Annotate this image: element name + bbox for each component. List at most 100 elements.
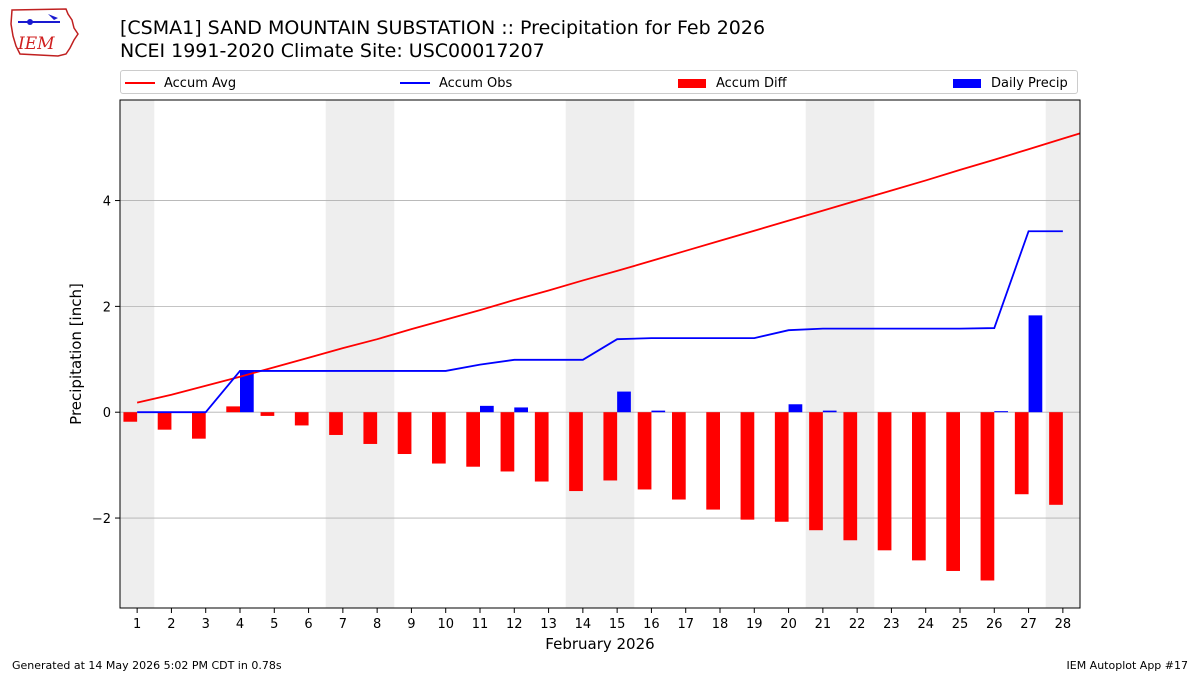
bar-accum-diff-day-12 <box>500 412 515 472</box>
x-tick-label: 19 <box>746 617 763 632</box>
bar-daily-precip-day-26 <box>994 411 1008 413</box>
iem-logo: IEM <box>10 8 79 57</box>
bar-accum-diff-day-6 <box>294 412 309 426</box>
x-tick-label: 26 <box>986 617 1003 632</box>
x-tick-label: 8 <box>373 617 381 632</box>
x-tick-label: 6 <box>304 617 312 632</box>
bar-daily-precip-day-16 <box>651 410 666 413</box>
bar-daily-precip-day-15 <box>617 391 631 413</box>
y-tick-label: −2 <box>92 512 111 527</box>
bar-accum-diff-day-11 <box>466 412 480 467</box>
x-tick-label: 23 <box>883 617 900 632</box>
x-tick-label: 1 <box>133 617 141 632</box>
bar-accum-diff-day-16 <box>637 412 652 490</box>
bar-accum-diff-day-7 <box>329 412 343 435</box>
axes <box>115 99 1081 613</box>
legend-item-accum-obs: Accum Obs <box>400 74 512 92</box>
x-tick-label: 3 <box>202 617 210 632</box>
x-axis-label: February 2026 <box>545 635 654 653</box>
x-tick-label: 2 <box>167 617 175 632</box>
x-tick-label: 24 <box>917 617 934 632</box>
y-tick-label: 2 <box>103 300 111 315</box>
series-lines <box>136 132 1081 414</box>
x-tick-label: 4 <box>236 617 244 632</box>
bar-accum-diff-day-28 <box>1049 412 1063 505</box>
x-tick-label: 7 <box>339 617 347 632</box>
bar-daily-precip-day-27 <box>1028 315 1043 413</box>
legend-item-accum-avg: Accum Avg <box>125 74 236 92</box>
x-tick-label: 20 <box>780 617 797 632</box>
legend: Accum Avg Accum Obs Accum Diff Daily Pre… <box>120 70 1078 94</box>
y-tick-label: 4 <box>103 195 111 210</box>
chart-title: [CSMA1] SAND MOUNTAIN SUBSTATION :: Prec… <box>120 17 766 39</box>
x-tick-label: 9 <box>407 617 415 632</box>
svg-text:IEM: IEM <box>17 34 55 54</box>
legend-swatch-accum-diff <box>678 78 706 88</box>
footer-app: IEM Autoplot App #17 <box>1066 659 1189 672</box>
bar-daily-precip-day-11 <box>480 405 494 413</box>
bar-daily-precip-day-21 <box>822 410 837 413</box>
x-tick-label: 27 <box>1020 617 1037 632</box>
x-tick-label: 18 <box>712 617 729 632</box>
bar-accum-diff-day-13 <box>534 412 549 482</box>
legend-label-accum-avg: Accum Avg <box>164 75 237 91</box>
legend-label-daily-precip: Daily Precip <box>991 75 1068 91</box>
weekend-shade-3 <box>805 100 875 608</box>
bar-accum-diff-day-21 <box>809 412 823 531</box>
x-tick-label: 12 <box>506 617 523 632</box>
chart-subtitle: NCEI 1991-2020 Climate Site: USC00017207 <box>120 40 545 62</box>
weekend-shade-0 <box>120 100 155 608</box>
y-axis-label: Precipitation [inch] <box>67 283 85 425</box>
x-tick-label: 16 <box>643 617 660 632</box>
bars <box>123 315 1063 581</box>
y-tick-label: 0 <box>103 406 111 421</box>
bar-accum-diff-day-20 <box>774 412 789 522</box>
bar-accum-diff-day-14 <box>569 412 583 492</box>
bar-accum-diff-day-8 <box>363 412 378 444</box>
bar-accum-diff-day-22 <box>843 412 858 541</box>
bar-accum-diff-day-24 <box>912 412 926 561</box>
bar-daily-precip-day-12 <box>514 407 528 413</box>
bar-accum-diff-day-27 <box>1014 412 1029 495</box>
x-tick-label: 10 <box>437 617 454 632</box>
weekend-shading <box>120 100 1080 608</box>
bar-accum-diff-day-9 <box>397 412 412 455</box>
x-tick-label: 25 <box>952 617 969 632</box>
bar-accum-diff-day-10 <box>432 412 446 464</box>
bar-accum-diff-day-25 <box>946 412 960 571</box>
legend-item-accum-diff: Accum Diff <box>678 74 787 92</box>
legend-item-daily-precip: Daily Precip <box>953 74 1068 92</box>
bar-accum-diff-day-4 <box>226 406 240 413</box>
bar-daily-precip-day-20 <box>788 404 803 413</box>
x-tick-label: 13 <box>540 617 557 632</box>
x-tick-label: 11 <box>472 617 489 632</box>
bar-accum-diff-day-18 <box>706 412 720 510</box>
bar-accum-diff-day-23 <box>877 412 892 551</box>
x-tick-label: 14 <box>575 617 592 632</box>
footer-generated: Generated at 14 May 2026 5:02 PM CDT in … <box>12 659 282 672</box>
line-accum-obs <box>137 230 1063 414</box>
bar-accum-diff-day-17 <box>672 412 686 500</box>
weekend-shade-1 <box>325 100 395 608</box>
legend-swatch-accum-avg <box>125 82 155 84</box>
bar-accum-diff-day-5 <box>260 412 275 416</box>
bar-accum-diff-day-3 <box>192 412 206 439</box>
x-tick-label: 28 <box>1055 617 1072 632</box>
legend-swatch-daily-precip <box>953 78 981 88</box>
bar-accum-diff-day-15 <box>603 412 618 481</box>
x-tick-label: 22 <box>849 617 866 632</box>
x-tick-label: 15 <box>609 617 626 632</box>
plot-frame <box>119 99 1081 609</box>
bar-accum-diff-day-26 <box>980 412 995 581</box>
x-tick-label: 17 <box>677 617 694 632</box>
legend-swatch-accum-obs <box>400 82 430 84</box>
x-tick-label: 21 <box>815 617 832 632</box>
x-tick-label: 5 <box>270 617 278 632</box>
bar-accum-diff-day-2 <box>157 412 172 430</box>
weekend-shade-2 <box>565 100 635 608</box>
line-accum-avg <box>136 132 1081 404</box>
weekend-shade-4 <box>1045 100 1080 608</box>
bar-daily-precip-day-4 <box>240 370 254 413</box>
